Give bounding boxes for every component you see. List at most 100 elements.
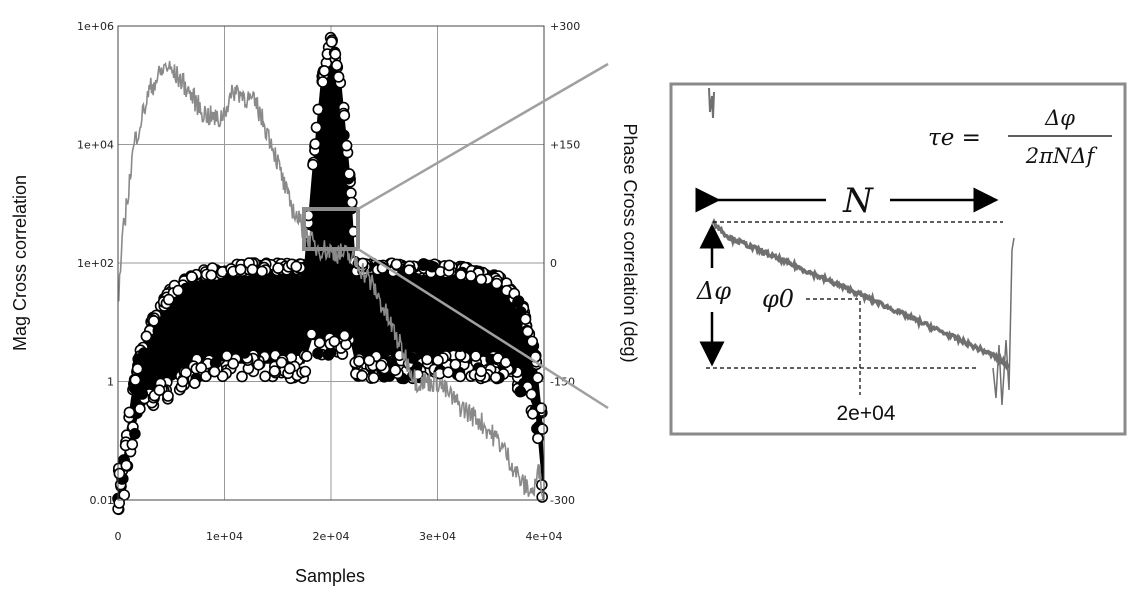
magnitude-point: [152, 324, 165, 337]
magnitude-point: [421, 353, 433, 366]
magnitude-point: [481, 299, 493, 311]
zoom-connector-top: [357, 62, 609, 211]
magnitude-point: [465, 270, 477, 282]
magnitude-point: [306, 275, 319, 288]
magnitude-point: [205, 269, 218, 282]
magnitude-point: [234, 263, 247, 276]
magnitude-point: [188, 377, 201, 390]
magnitude-point: [426, 282, 439, 295]
magnitude-series: [112, 31, 549, 516]
x-tick-label: 1e+04: [206, 530, 243, 543]
magnitude-point: [343, 168, 356, 180]
magnitude-point: [359, 339, 371, 351]
y-tick-label: 1: [107, 376, 114, 389]
magnitude-point: [318, 65, 331, 77]
magnitude-point: [432, 354, 444, 367]
zoom-inset: N Δφ φ0 2e+04 τe = Δφ 2πNΔf: [669, 82, 1127, 436]
magnitude-point: [439, 337, 452, 350]
magnitude-point: [345, 196, 358, 209]
y2-axis-label: Phase Cross correlation (deg): [620, 123, 640, 362]
magnitude-point: [211, 321, 224, 334]
magnitude-point: [489, 371, 502, 384]
magnitude-point: [261, 297, 274, 310]
x-tick-label: 2e+04: [313, 530, 350, 543]
magnitude-point: [264, 334, 277, 347]
magnitude-point: [134, 402, 146, 415]
x-tick-label: 4e+04: [526, 530, 563, 543]
magnitude-point: [375, 359, 388, 372]
magnitude-point: [531, 371, 544, 384]
magnitude-point: [356, 369, 368, 382]
magnitude-point: [283, 280, 296, 293]
magnitude-point: [365, 312, 378, 325]
magnitude-point: [490, 277, 503, 290]
magnitude-point: [131, 362, 144, 375]
x-axis-label: Samples: [295, 566, 365, 586]
magnitude-point: [332, 71, 345, 83]
inset-trend-line: [711, 218, 1011, 371]
magnitude-point: [329, 302, 342, 315]
magnitude-point: [238, 307, 251, 320]
magnitude-point: [510, 333, 523, 346]
magnitude-point: [123, 406, 136, 419]
y-tick-labels: 0.01 1 1e+02 1e+04 1e+06: [77, 20, 114, 507]
magnitude-point: [403, 301, 415, 314]
plot-frame: [117, 25, 545, 501]
magnitude-point: [426, 260, 438, 273]
magnitude-point: [454, 370, 467, 383]
magnitude-point: [299, 365, 312, 378]
magnitude-point: [330, 274, 343, 287]
phi0-label: φ0: [762, 285, 794, 313]
inset-start-spike: [708, 87, 715, 119]
magnitude-point: [126, 438, 139, 451]
x-tick-labels: 0 1e+04 2e+04 3e+04 4e+04: [115, 530, 563, 543]
magnitude-point: [129, 427, 141, 440]
magnitude-point: [526, 335, 539, 348]
magnitude-point: [268, 365, 281, 377]
magnitude-point: [521, 325, 534, 338]
magnitude-point: [363, 354, 376, 367]
magnitude-point: [340, 139, 353, 152]
magnitude-point: [316, 76, 329, 88]
magnitude-point: [312, 103, 325, 116]
magnitude-point: [252, 358, 265, 371]
magnitude-point: [403, 264, 415, 277]
y2-tick-label: -300: [550, 494, 575, 507]
phase-series: [117, 60, 545, 501]
magnitude-point: [345, 187, 357, 199]
magnitude-point: [436, 324, 448, 337]
magnitude-point: [367, 371, 380, 384]
magnitude-point: [275, 356, 288, 369]
magnitude-point: [310, 121, 323, 134]
y-tick-label: 1e+06: [77, 20, 114, 33]
magnitude-point: [402, 329, 414, 341]
n-label: N: [842, 181, 874, 221]
magnitude-point: [120, 459, 133, 472]
magnitude-point: [512, 295, 525, 308]
magnitude-point: [415, 323, 427, 335]
y-tick-label: 1e+02: [77, 257, 114, 270]
magnitude-point: [406, 352, 418, 364]
magnitude-point: [153, 384, 166, 397]
y2-tick-label: -150: [550, 376, 575, 389]
y-tick-label: 1e+04: [77, 139, 114, 152]
magnitude-point: [309, 138, 322, 150]
magnitude-point: [163, 293, 175, 306]
magnitude-envelope-area: [118, 31, 544, 500]
magnitude-point: [383, 331, 395, 343]
magnitude-point: [307, 158, 319, 171]
magnitude-point: [148, 315, 160, 327]
magnitude-point: [173, 350, 185, 363]
magnitude-point: [278, 293, 291, 306]
y2-tick-labels: -300 -150 0 +150 +300: [550, 20, 580, 507]
magnitude-point: [300, 350, 313, 363]
magnitude-point: [380, 344, 393, 357]
magnitude-point: [456, 329, 469, 342]
magnitude-point: [205, 304, 218, 317]
formula-denominator: 2πNΔf: [1025, 144, 1098, 168]
magnitude-point: [238, 347, 251, 359]
magnitude-point: [140, 330, 153, 343]
magnitude-envelope: [118, 31, 544, 500]
delta-phi-label: Δφ: [696, 277, 731, 305]
x-tick-label: 3e+04: [419, 530, 456, 543]
